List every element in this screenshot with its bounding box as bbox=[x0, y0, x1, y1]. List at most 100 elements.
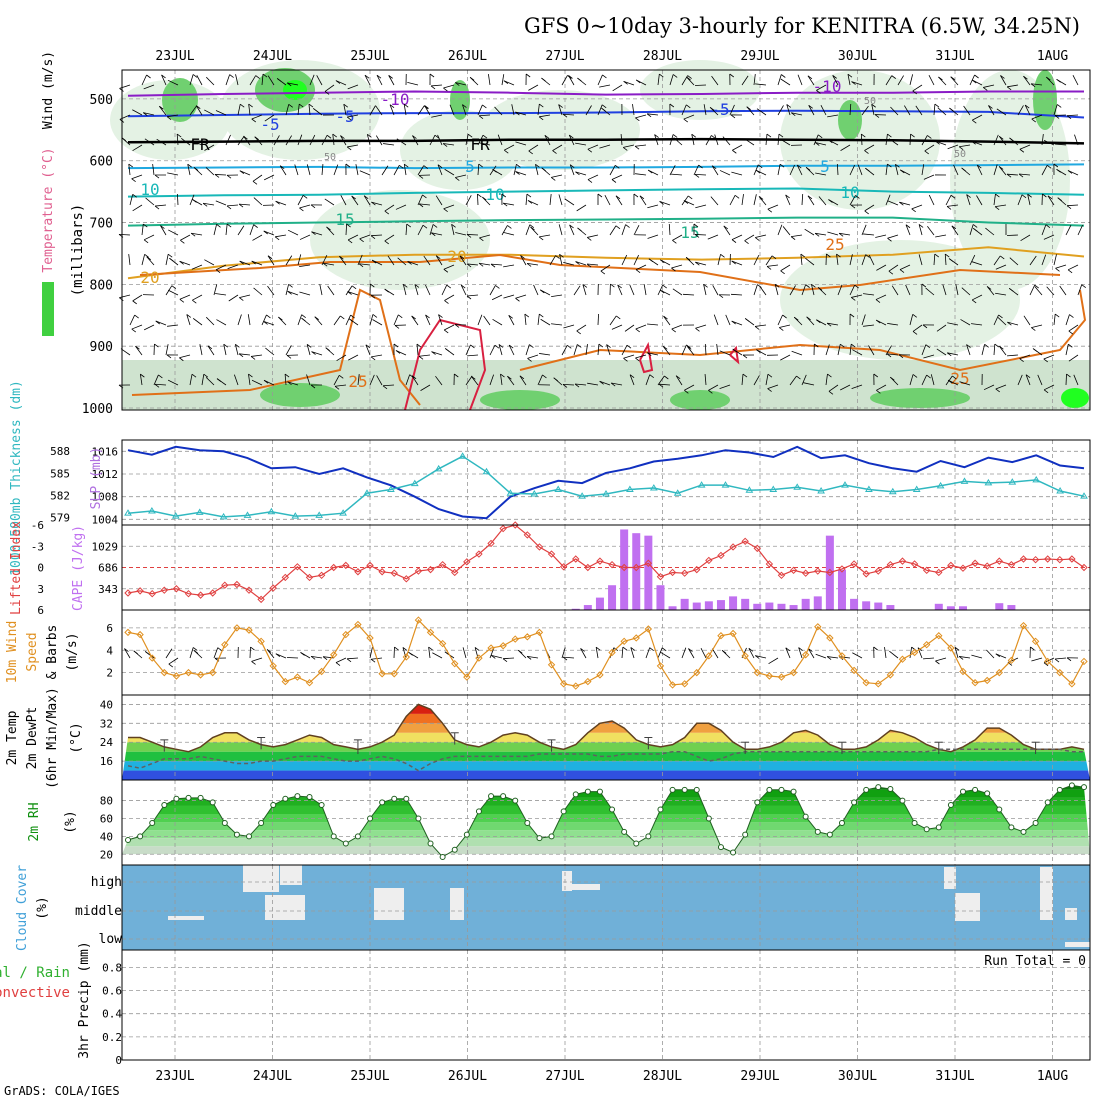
rh-max-shading bbox=[1061, 388, 1089, 408]
rh2m-marker bbox=[997, 807, 1002, 812]
contour-label: 25 bbox=[950, 369, 969, 388]
rh2m-marker bbox=[682, 787, 687, 792]
cape-bar bbox=[765, 603, 773, 610]
temp-ylabel-4: (°C) bbox=[69, 722, 84, 753]
rh-shading bbox=[310, 190, 490, 290]
rh2m-marker bbox=[319, 803, 324, 808]
rh2m-marker bbox=[307, 795, 312, 800]
li-tick-label: 6 bbox=[37, 604, 44, 617]
upper-ylabel-temp: Temperature (°C) bbox=[41, 147, 56, 272]
rh2m-marker bbox=[331, 834, 336, 839]
rh2m-marker bbox=[1069, 783, 1074, 788]
bottom-date-label: 27JUL bbox=[545, 1069, 584, 1084]
contour-label: -10 bbox=[813, 77, 842, 96]
chart-title: GFS 0~10day 3-hourly for KENITRA (6.5W, … bbox=[524, 14, 1080, 38]
rh-legend-swatch bbox=[42, 282, 54, 336]
rh2m-marker bbox=[247, 834, 252, 839]
cape-bar bbox=[777, 604, 785, 610]
mb-tick-label: 800 bbox=[90, 278, 113, 293]
rh2m-marker bbox=[1057, 787, 1062, 792]
wind-tick-label: 2 bbox=[106, 667, 113, 680]
precip-tick-label: 0 bbox=[115, 1054, 122, 1067]
top-date-label: 1AUG bbox=[1037, 49, 1068, 64]
cloud-block bbox=[944, 867, 956, 889]
cape-bar bbox=[790, 605, 798, 610]
cloud-block bbox=[374, 888, 404, 920]
rh2m-marker bbox=[622, 829, 627, 834]
contour-label: 20 bbox=[447, 247, 466, 266]
rh2m-marker bbox=[815, 829, 820, 834]
temp-tick-label: 24 bbox=[100, 736, 114, 749]
wind10-barb bbox=[287, 657, 298, 658]
rh2m-marker bbox=[755, 800, 760, 805]
cape-bar bbox=[886, 605, 894, 610]
rh-max-shading bbox=[283, 80, 307, 100]
cape-bar bbox=[656, 585, 664, 610]
contour-label: 10 bbox=[140, 180, 159, 199]
bottom-date-label: 26JUL bbox=[448, 1069, 487, 1084]
contour-label: 25 bbox=[825, 235, 844, 254]
upper-wind-barb bbox=[477, 194, 478, 205]
rh2m-marker bbox=[210, 800, 215, 805]
bottom-date-label: 28JUL bbox=[643, 1069, 682, 1084]
cape-bar bbox=[729, 596, 737, 610]
rh2m-marker bbox=[634, 841, 639, 846]
upper-ylabel-mb: (millibars) bbox=[70, 204, 86, 297]
cape-bar bbox=[705, 601, 713, 610]
cape-bar bbox=[584, 605, 592, 610]
rh2m-marker bbox=[985, 791, 990, 796]
rh2m-marker bbox=[416, 816, 421, 821]
rh-band bbox=[122, 822, 1090, 830]
thickness-tick-label: 579 bbox=[50, 512, 70, 525]
rh2m-marker bbox=[343, 841, 348, 846]
wind-tick-label: 6 bbox=[106, 622, 113, 635]
rh-tick-label: 40 bbox=[100, 830, 113, 843]
contour-label: 15 bbox=[335, 210, 354, 229]
rh2m-marker bbox=[973, 787, 978, 792]
contour-label: 10 bbox=[840, 183, 859, 202]
rh-high-shading bbox=[260, 383, 340, 407]
cloud-block bbox=[955, 893, 980, 921]
temp-tick-label: 32 bbox=[100, 717, 113, 730]
contour-label: 5 bbox=[820, 157, 830, 176]
upper-wind-barb bbox=[455, 324, 466, 325]
top-date-label: 25JUL bbox=[350, 49, 389, 64]
cape-bar bbox=[632, 533, 640, 610]
cape-bar bbox=[838, 570, 846, 610]
li-ylabel: Lifted Index bbox=[9, 521, 24, 615]
cape-bar bbox=[814, 596, 822, 610]
rh2m-marker bbox=[912, 820, 917, 825]
wind-ylabel-2: Speed bbox=[25, 632, 40, 671]
cloud-block bbox=[265, 895, 305, 920]
footer-credit: GrADS: COLA/IGES bbox=[4, 1084, 120, 1098]
rh2m-marker bbox=[670, 787, 675, 792]
rh-tick-label: 20 bbox=[100, 848, 113, 861]
rh-high-shading bbox=[870, 388, 970, 408]
rh2m-marker bbox=[259, 820, 264, 825]
cape-bar bbox=[693, 603, 701, 610]
slp-tick-label: 1004 bbox=[92, 513, 119, 526]
temp-ylabel-3: (6hr Min/Max) bbox=[45, 687, 60, 789]
slp-ylabel: SLP (mb) bbox=[89, 447, 104, 510]
rh2m-marker bbox=[380, 800, 385, 805]
cloud-block bbox=[450, 888, 464, 920]
rh-high-shading bbox=[480, 390, 560, 410]
rh2m-marker bbox=[283, 796, 288, 801]
cape-bar bbox=[1007, 605, 1015, 610]
cape-bar bbox=[947, 606, 955, 610]
temp-ylabel-1: 2m Temp bbox=[5, 710, 20, 765]
precip-tick-label: 0.4 bbox=[102, 1008, 122, 1021]
rh2m-marker bbox=[198, 795, 203, 800]
cloud-ylabel-1: Cloud Cover bbox=[15, 865, 30, 951]
rh2m-marker bbox=[960, 789, 965, 794]
rh2m-marker bbox=[501, 794, 506, 799]
rh2m-marker bbox=[561, 809, 566, 814]
rh2m-marker bbox=[1021, 829, 1026, 834]
rh2m-marker bbox=[743, 832, 748, 837]
rh2m-marker bbox=[791, 789, 796, 794]
rh2m-marker bbox=[694, 787, 699, 792]
cape-bar bbox=[644, 536, 652, 610]
contour-label: 20 bbox=[140, 268, 159, 287]
cape-bar bbox=[681, 599, 689, 610]
